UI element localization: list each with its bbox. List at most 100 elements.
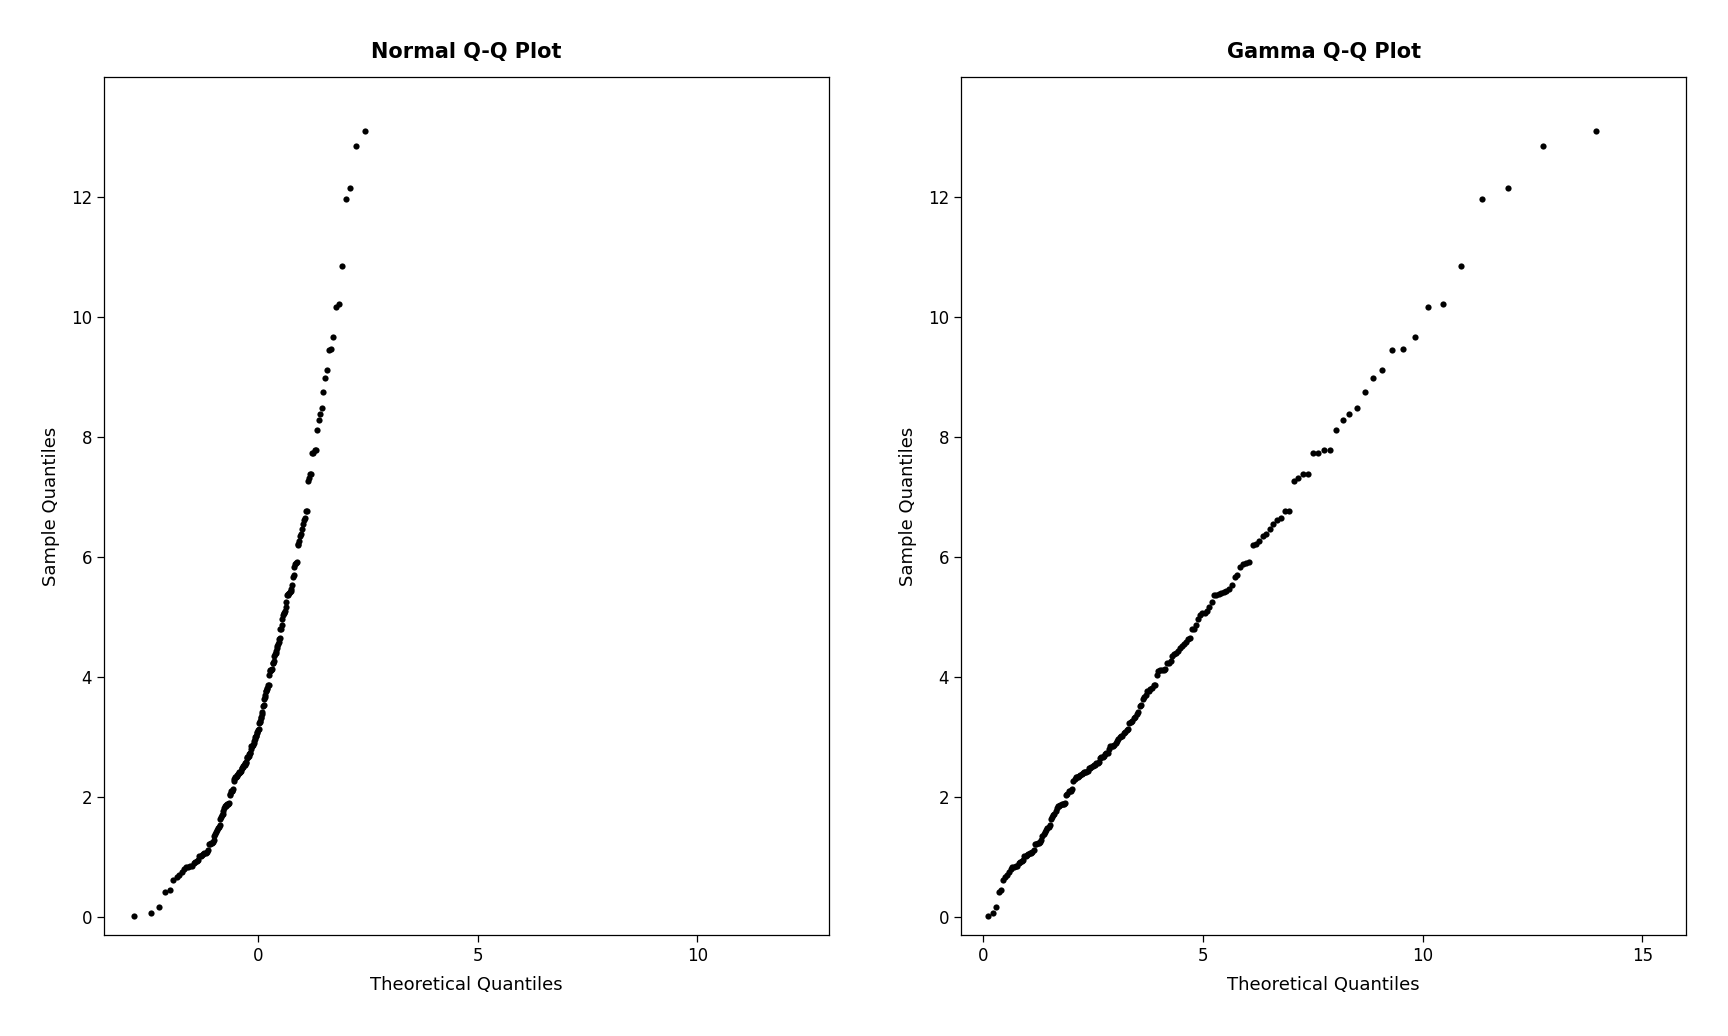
Point	[264, 634, 292, 651]
Point	[280, 567, 308, 583]
Point	[1068, 766, 1096, 782]
Point	[1047, 796, 1075, 812]
Point	[1066, 767, 1094, 783]
Point	[192, 844, 219, 861]
Point	[1180, 621, 1208, 637]
Point	[221, 771, 249, 787]
Point	[259, 653, 287, 669]
Point	[294, 472, 321, 489]
Point	[199, 834, 226, 851]
Point	[1260, 516, 1287, 533]
Point	[1009, 852, 1037, 868]
Point	[282, 555, 309, 572]
Point	[249, 696, 276, 713]
Point	[254, 677, 282, 693]
Point	[259, 655, 287, 671]
Point	[247, 710, 275, 726]
Point	[266, 630, 294, 646]
Point	[1242, 536, 1270, 552]
Point	[1073, 762, 1101, 779]
Point	[987, 882, 1014, 898]
Point	[150, 884, 178, 900]
Point	[1208, 585, 1236, 602]
Point	[1232, 555, 1260, 572]
Point	[1189, 605, 1217, 622]
Point	[275, 585, 302, 602]
Point	[1123, 706, 1151, 722]
Point	[266, 631, 294, 648]
Point	[287, 525, 314, 542]
Point	[1161, 646, 1189, 663]
Point	[249, 706, 276, 722]
Point	[1021, 836, 1049, 853]
Point	[1058, 780, 1085, 797]
Point	[1137, 681, 1165, 697]
Point	[237, 741, 264, 757]
Point	[1170, 635, 1198, 652]
Point	[1102, 735, 1130, 751]
Point	[1007, 853, 1035, 869]
Point	[1071, 764, 1099, 780]
Point	[223, 767, 251, 783]
Point	[1120, 710, 1147, 726]
Point	[254, 680, 282, 696]
Point	[975, 909, 1002, 925]
Point	[1035, 818, 1063, 835]
Point	[1118, 713, 1146, 729]
Point	[197, 835, 225, 852]
Point	[223, 769, 251, 785]
Point	[278, 577, 306, 594]
Point	[294, 502, 321, 519]
Point	[1249, 528, 1277, 545]
Point	[1199, 587, 1227, 604]
Point	[1165, 643, 1192, 660]
Point	[304, 422, 332, 438]
Point	[297, 466, 325, 483]
Point	[292, 502, 320, 519]
Point	[285, 536, 313, 552]
Point	[137, 904, 164, 921]
Point	[1109, 724, 1137, 741]
Point	[233, 750, 261, 767]
Point	[995, 864, 1023, 881]
Point	[1113, 722, 1140, 739]
Point	[314, 342, 342, 358]
Point	[1154, 655, 1182, 671]
Point	[180, 855, 207, 871]
Point	[211, 798, 238, 814]
Point	[256, 662, 283, 679]
Point	[1032, 822, 1059, 838]
Point	[244, 723, 271, 740]
Point	[1581, 123, 1609, 140]
Point	[1329, 411, 1356, 428]
Point	[232, 755, 259, 772]
Point	[1280, 472, 1308, 489]
Point	[1289, 466, 1317, 483]
Point	[1004, 855, 1032, 871]
Point	[218, 783, 245, 800]
Point	[1198, 594, 1225, 610]
Point	[999, 859, 1026, 875]
Point	[285, 533, 313, 549]
Point	[1080, 756, 1108, 773]
Point	[1377, 342, 1405, 358]
Point	[247, 709, 275, 725]
Point	[235, 748, 263, 765]
Point	[247, 713, 275, 729]
Point	[1013, 847, 1040, 864]
Point	[1529, 138, 1557, 154]
Point	[204, 822, 232, 838]
Point	[1097, 738, 1125, 754]
Point	[178, 858, 206, 874]
Point	[213, 796, 240, 812]
Point	[240, 732, 268, 749]
Point	[256, 667, 283, 684]
Point	[200, 827, 228, 843]
Point	[1033, 821, 1061, 837]
Point	[299, 445, 327, 462]
Point	[1045, 798, 1073, 814]
Point	[1151, 661, 1178, 678]
Point	[211, 800, 238, 816]
Point	[1256, 521, 1284, 538]
Point	[1085, 754, 1113, 771]
